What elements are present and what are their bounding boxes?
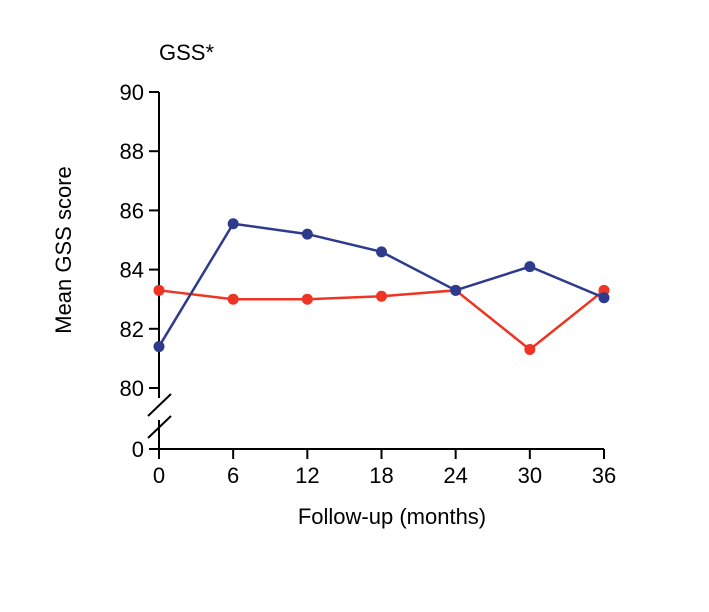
series-0-point <box>301 228 313 240</box>
series-1-point <box>376 290 387 302</box>
series-0-point <box>524 261 536 273</box>
series-1-point <box>524 344 536 356</box>
series-layer <box>153 218 610 356</box>
y-tick-label: 0 <box>132 437 144 462</box>
series-0-line <box>157 222 605 348</box>
series-0-point <box>450 284 462 296</box>
x-tick-label: 24 <box>443 463 467 488</box>
x-tick-label: 18 <box>369 463 393 488</box>
chart-title: GSS* <box>159 40 214 65</box>
axis-break-mark-2 <box>147 415 172 439</box>
x-ticks: 0 6 12 18 24 30 36 <box>153 449 616 488</box>
y-ticks: 0 80 82 84 86 88 90 <box>120 80 159 462</box>
y-tick-label: 80 <box>120 376 144 401</box>
x-axis-label: Follow-up (months) <box>298 504 486 529</box>
x-tick-label: 0 <box>153 463 165 488</box>
series-0-point <box>153 341 165 353</box>
series-1-point <box>153 284 165 296</box>
x-tick-label: 36 <box>592 463 616 488</box>
y-tick-label: 84 <box>120 258 144 283</box>
x-tick-label: 12 <box>295 463 319 488</box>
y-tick-label: 90 <box>120 80 144 105</box>
x-tick-label: 30 <box>518 463 542 488</box>
series-0-point <box>376 246 387 258</box>
series-0-point <box>227 218 239 230</box>
series-1-point <box>301 293 313 305</box>
y-axis-label: Mean GSS score <box>51 166 76 334</box>
y-tick-label: 86 <box>120 198 144 223</box>
series-0-point <box>598 292 610 304</box>
x-tick-label: 6 <box>227 463 239 488</box>
y-tick-label: 88 <box>120 139 144 164</box>
series-1-point <box>227 293 239 305</box>
axis-break-mark-1 <box>147 393 172 417</box>
y-tick-label: 82 <box>120 317 144 342</box>
